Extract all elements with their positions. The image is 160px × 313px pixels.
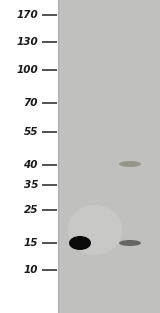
Text: 100: 100 <box>16 65 38 75</box>
Text: 170: 170 <box>16 10 38 20</box>
Text: 130: 130 <box>16 37 38 47</box>
Text: 10: 10 <box>24 265 38 275</box>
Ellipse shape <box>68 205 123 255</box>
Text: 35: 35 <box>24 180 38 190</box>
Text: 15: 15 <box>24 238 38 248</box>
Text: 25: 25 <box>24 205 38 215</box>
Text: 70: 70 <box>24 98 38 108</box>
Ellipse shape <box>69 236 91 250</box>
Bar <box>0 0 58 313</box>
Text: 55: 55 <box>24 127 38 137</box>
Ellipse shape <box>119 161 141 167</box>
Text: 40: 40 <box>24 160 38 170</box>
Ellipse shape <box>119 240 141 246</box>
Bar <box>58 0 160 313</box>
